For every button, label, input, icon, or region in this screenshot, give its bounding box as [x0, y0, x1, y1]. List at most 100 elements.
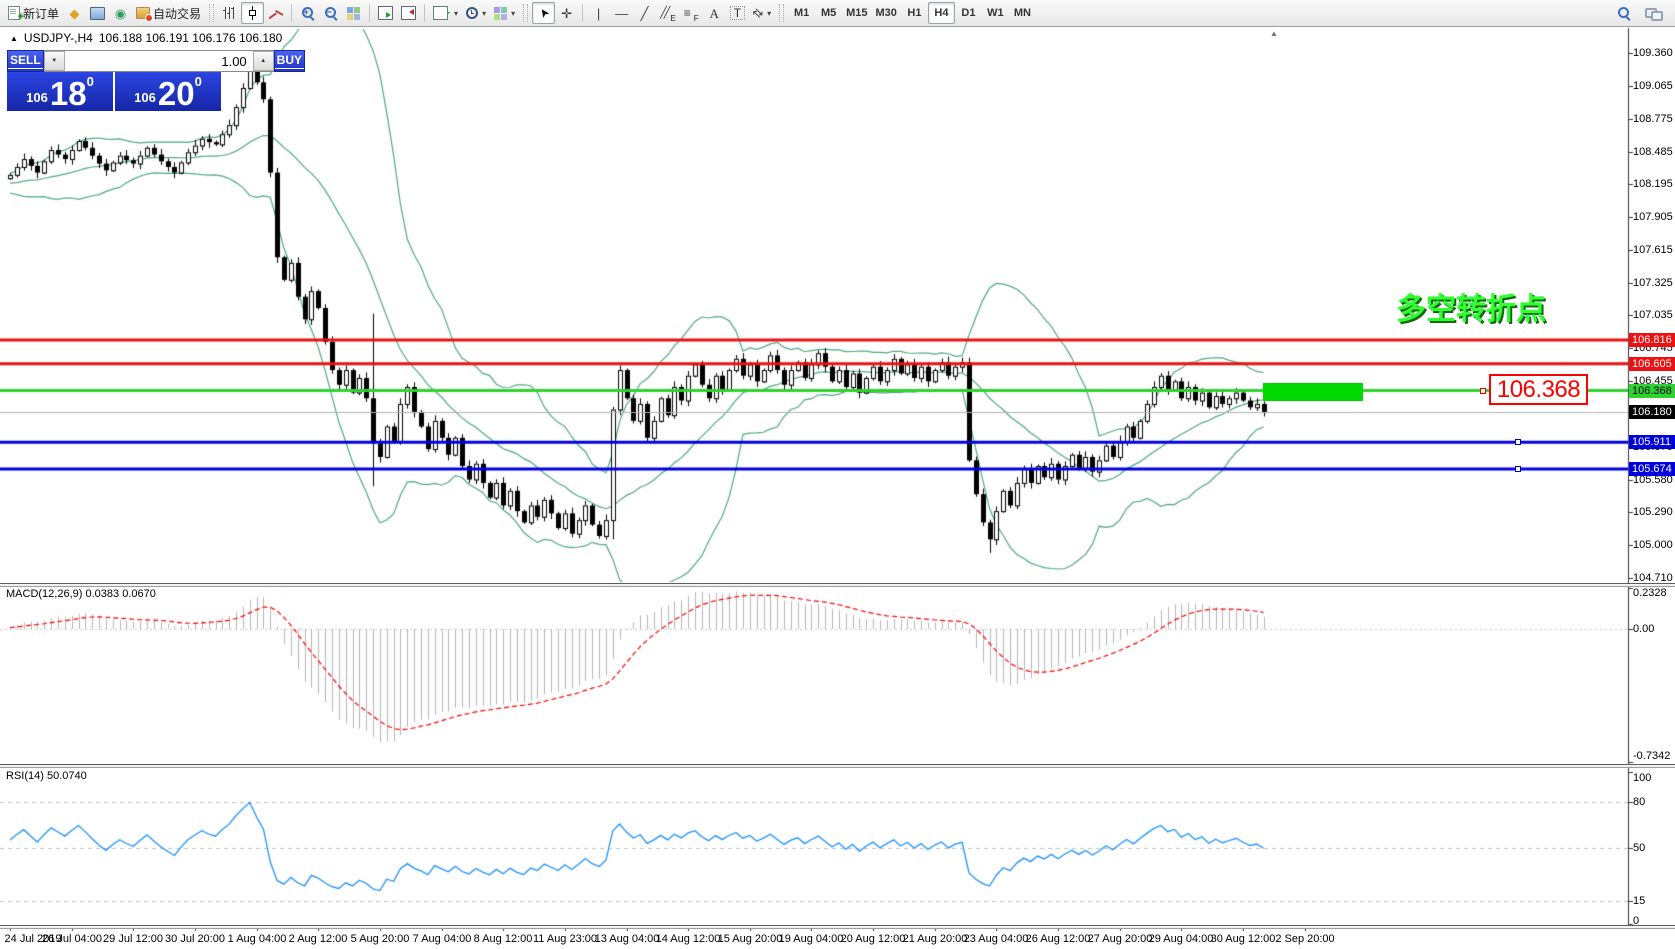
rsi-axis-0: 0: [1633, 915, 1640, 927]
profile-icon: [90, 6, 106, 20]
green-line-handle[interactable]: [1480, 388, 1486, 394]
rsi-label: RSI(14) 50.0740: [6, 770, 87, 782]
level-badge-green: 106.368: [1629, 384, 1675, 398]
separator: [291, 4, 293, 22]
level-badge-red-1: 106.816: [1629, 333, 1675, 347]
ohlc-values: 106.188 106.191 106.176 106.180: [98, 31, 283, 45]
fibonacci-icon: ≡: [683, 6, 691, 20]
chevron-down-icon: ▾: [511, 8, 516, 18]
new-order-icon: [8, 6, 24, 23]
line-chart-icon: [269, 7, 283, 20]
sell-button[interactable]: SELL: [7, 50, 44, 72]
sell-price-display[interactable]: 106 18 0: [7, 72, 113, 111]
bar-chart-icon: [223, 6, 236, 20]
tab-timeframe-m15[interactable]: M15: [846, 7, 868, 19]
volume-control: ▼ ▲: [43, 50, 274, 72]
macd-axis-zero: 0.00: [1633, 623, 1655, 635]
indicators-button[interactable]: + ▾: [429, 2, 462, 24]
tab-timeframe-h4[interactable]: H4: [927, 2, 955, 24]
crosshair-button[interactable]: ✛: [555, 2, 578, 24]
new-order-button[interactable]: 新订单: [4, 2, 63, 24]
macd-rsi-divider[interactable]: [0, 764, 1675, 768]
chat-button[interactable]: [1641, 2, 1665, 24]
horizontal-line-icon: —: [615, 5, 629, 21]
metaeditor-button[interactable]: ◆: [63, 2, 86, 24]
rsi-dates-divider[interactable]: [0, 925, 1675, 929]
volume-up-button[interactable]: ▲: [252, 51, 274, 71]
chevron-down-icon: ▾: [767, 8, 772, 18]
level-badge-red-2: 106.605: [1629, 357, 1675, 371]
zoom-out-button[interactable]: −: [319, 2, 342, 24]
autotrading-button[interactable]: 自动交易: [132, 2, 205, 24]
new-order-label: 新订单: [23, 6, 60, 21]
collapse-panel-icon[interactable]: ▲: [10, 33, 18, 43]
chart-shift-button[interactable]: [397, 2, 420, 24]
text-button[interactable]: A: [703, 2, 726, 24]
search-icon: [1617, 6, 1631, 20]
autotrading-label: 自动交易: [153, 6, 202, 21]
level-badge-blue-2: 105.674: [1629, 462, 1675, 476]
indicators-icon: [433, 6, 449, 20]
tile-windows-button[interactable]: [342, 2, 365, 24]
highlight-rectangle[interactable]: [1263, 383, 1363, 401]
tab-timeframe-d1[interactable]: D1: [961, 7, 976, 19]
bull-bear-turning-point-annotation[interactable]: 多空转折点: [1396, 293, 1546, 326]
tile-windows-icon: [347, 6, 361, 20]
price-callout-box[interactable]: 106.368: [1489, 374, 1588, 405]
main-macd-divider[interactable]: [0, 583, 1675, 587]
label-button[interactable]: T: [726, 2, 749, 24]
toolbar-grip[interactable]: [779, 4, 785, 22]
tab-timeframe-m30[interactable]: M30: [875, 7, 897, 19]
market-watch-icon: ◉: [114, 5, 127, 21]
chevron-down-icon: ▾: [454, 8, 459, 18]
triangle-down-icon: ▼: [51, 58, 58, 64]
autotrading-icon: [136, 7, 154, 22]
tab-timeframe-w1[interactable]: W1: [987, 7, 1004, 19]
candlestick-chart-button[interactable]: [241, 2, 265, 24]
rsi-axis-15: 15: [1633, 895, 1646, 907]
trendline-button[interactable]: ╱: [633, 2, 656, 24]
channel-button[interactable]: ╱╱ E: [660, 6, 676, 23]
buy-price-display[interactable]: 106 20 0: [115, 72, 221, 111]
bar-chart-button[interactable]: [218, 2, 241, 24]
tab-timeframe-h1[interactable]: H1: [907, 7, 922, 19]
zoom-out-icon: −: [324, 6, 338, 20]
label-icon: T: [729, 6, 746, 20]
line-chart-button[interactable]: [264, 2, 287, 24]
templates-icon: [494, 6, 508, 20]
tab-timeframe-m1[interactable]: M1: [793, 7, 810, 19]
clock-icon: [466, 7, 479, 19]
templates-button[interactable]: ▾: [490, 2, 519, 24]
volume-down-button[interactable]: ▼: [43, 51, 65, 71]
periods-button[interactable]: ▾: [462, 2, 490, 24]
search-button[interactable]: [1612, 2, 1635, 24]
blue-line-handle-2[interactable]: [1515, 466, 1521, 472]
zoom-in-button[interactable]: +: [296, 2, 319, 24]
tab-timeframe-m5[interactable]: M5: [820, 7, 837, 19]
arrows-button[interactable]: ⇄ ▾: [749, 2, 775, 24]
volume-input[interactable]: [64, 51, 253, 71]
toolbar-grip[interactable]: [523, 4, 529, 22]
market-watch-button[interactable]: ◉: [109, 2, 132, 24]
macd-axis-min: -0.7342: [1633, 750, 1671, 762]
new-chart-button[interactable]: [86, 2, 109, 24]
horizontal-line-button[interactable]: —: [610, 2, 633, 24]
vertical-line-button[interactable]: |: [587, 2, 610, 24]
rsi-axis-80: 80: [1633, 796, 1646, 808]
macd-label: MACD(12,26,9) 0.0383 0.0670: [6, 588, 156, 600]
blue-line-handle-1[interactable]: [1515, 439, 1521, 445]
rsi-axis-50: 50: [1633, 842, 1646, 854]
chevron-down-icon: ▾: [482, 8, 487, 18]
buy-button[interactable]: BUY: [273, 50, 306, 72]
fibonacci-button[interactable]: ≡ F: [683, 6, 699, 23]
chart-shift-marker-icon[interactable]: ▲: [1270, 29, 1278, 38]
one-click-trading-panel: SELL ▼ ▲ BUY 106 18 0 106 20 0: [7, 50, 306, 111]
cursor-button[interactable]: ➤: [532, 2, 556, 24]
tab-timeframe-mn[interactable]: MN: [1013, 7, 1031, 19]
chart-shift-icon: [401, 6, 417, 20]
autoscroll-button[interactable]: [374, 2, 397, 24]
trendline-icon: ╱: [640, 5, 649, 21]
toolbar-grip[interactable]: [209, 4, 215, 22]
macd-axis-max: 0.2328: [1633, 587, 1667, 599]
